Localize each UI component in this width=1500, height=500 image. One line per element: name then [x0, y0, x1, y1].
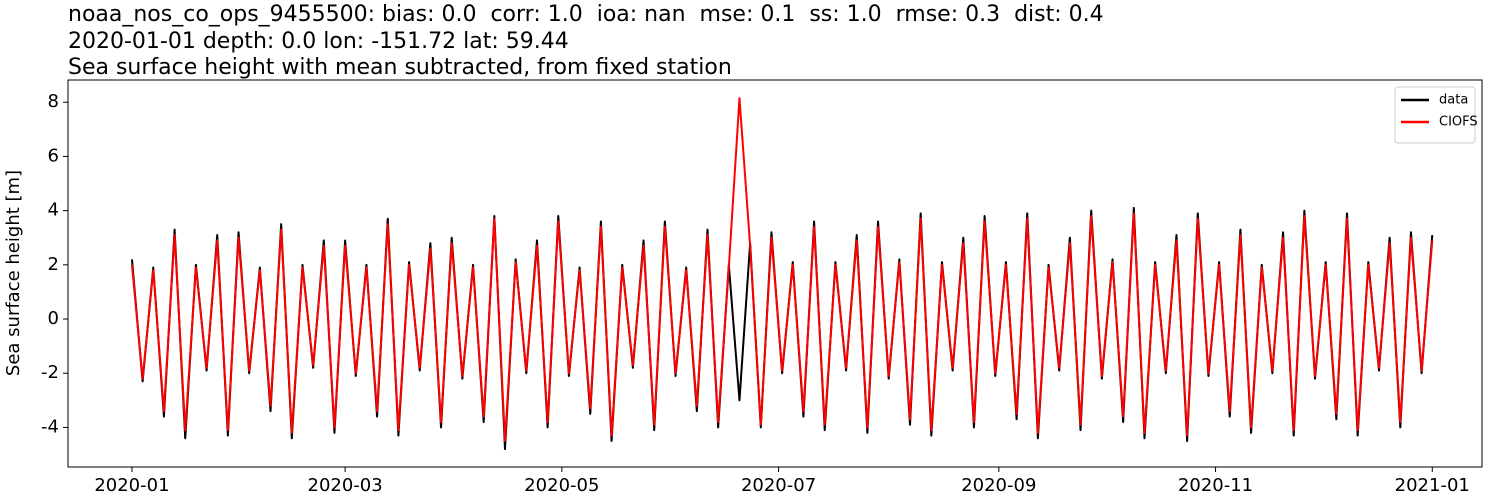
x-tick-label: 2021-01 [1395, 475, 1470, 496]
axes-frame [67, 79, 1483, 468]
title-line: Sea surface height with mean subtracted,… [68, 55, 732, 80]
legend-label: data [1439, 93, 1468, 108]
series-line [130, 206, 1434, 451]
x-tick-label: 2020-07 [741, 475, 816, 496]
title-line: noaa_nos_co_ops_9455500: bias: 0.0 corr:… [68, 2, 1104, 27]
title-line: 2020-01-01 depth: 0.0 lon: -151.72 lat: … [68, 29, 569, 54]
y-tick-label: 0 [48, 308, 59, 329]
y-tick-label: 2 [48, 254, 59, 275]
legend-label: CIOFS [1439, 115, 1478, 130]
y-tick-label: 4 [48, 200, 59, 221]
series-line [130, 97, 1434, 442]
x-tick-label: 2020-01 [94, 475, 169, 496]
y-tick-label: -2 [41, 362, 59, 383]
x-tick-label: 2020-09 [961, 475, 1036, 496]
x-tick-label: 2020-03 [308, 475, 383, 496]
y-tick-label: 6 [48, 145, 59, 166]
x-tick-label: 2020-11 [1178, 475, 1253, 496]
y-tick-label: 8 [48, 91, 59, 112]
x-tick-label: 2020-05 [524, 475, 599, 496]
y-tick-label: -4 [41, 416, 59, 437]
y-axis-label: Sea surface height [m] [3, 170, 24, 376]
